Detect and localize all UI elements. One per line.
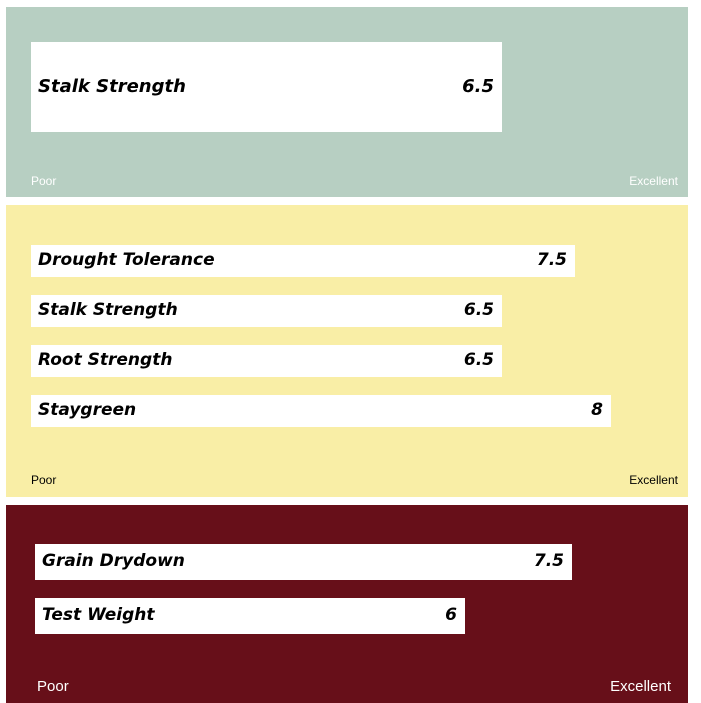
scale-low-label: Poor [37, 678, 69, 695]
rating-bar [35, 598, 465, 634]
scale-high-label: Excellent [629, 473, 678, 487]
bar-category-label: Drought Tolerance [38, 250, 215, 271]
rating-bar [31, 42, 502, 132]
scale-high-label: Excellent [610, 678, 671, 695]
bar-category-label: Test Weight [42, 605, 155, 626]
bar-category-label: Stalk Strength [38, 300, 178, 321]
rating-bar [31, 245, 575, 277]
rating-bar [35, 544, 572, 580]
bar-category-label: Staygreen [38, 400, 137, 421]
scale-low-label: Poor [31, 473, 57, 487]
bar-category-label: Stalk Strength [38, 75, 186, 97]
bar-value-label: 6.5 [463, 350, 494, 371]
rating-bar [31, 395, 611, 427]
scale-low-label: Poor [31, 174, 57, 188]
bar-value-label: 7.5 [536, 250, 567, 271]
bar-value-label: 7.5 [533, 551, 564, 572]
bar-category-label: Grain Drydown [42, 551, 185, 572]
bar-value-label: 6 [445, 605, 457, 626]
bar-category-label: Root Strength [38, 350, 173, 371]
rating-bar [31, 295, 502, 327]
scale-high-label: Excellent [629, 174, 678, 188]
bar-value-label: 8 [591, 400, 603, 421]
bar-value-label: 6.5 [463, 300, 494, 321]
rating-bar [31, 345, 502, 377]
bar-value-label: 6.5 [462, 75, 494, 97]
